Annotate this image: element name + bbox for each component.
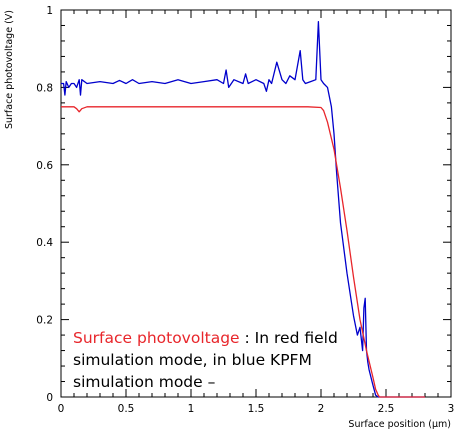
- annotation-text: Surface photovoltage : In red field simu…: [73, 327, 363, 393]
- annotation-lead: Surface photovoltage: [73, 329, 240, 347]
- series-line-1: [61, 20, 425, 398]
- y-axis-label: Surface photovoltage (V): [4, 10, 15, 129]
- axis-ticks: 0 0.5 1 1.5 2 2.5 3 0 0.2 0.4 0.6 0.8 1: [36, 5, 454, 415]
- series-line-2: [61, 106, 425, 398]
- x-tick-label: 3: [448, 403, 455, 415]
- x-tick-label: 1: [188, 403, 195, 415]
- x-tick-label: 2: [318, 403, 325, 415]
- y-tick-label: 0.4: [36, 237, 53, 249]
- y-tick-label: 0.6: [36, 160, 53, 172]
- x-tick-label: 2.5: [378, 403, 395, 415]
- x-tick-label: 1.5: [248, 403, 265, 415]
- annotation-rest: : In red field simulation mode, in blue …: [73, 329, 338, 391]
- x-tick-label: 0.5: [118, 403, 135, 415]
- y-tick-label: 0.8: [36, 82, 53, 94]
- x-axis-label: Surface position (μm): [348, 419, 451, 430]
- y-tick-label: 0: [46, 392, 53, 404]
- y-tick-label: 1: [46, 5, 53, 17]
- x-tick-label: 0: [58, 403, 65, 415]
- y-tick-label: 0.2: [36, 315, 53, 327]
- data-lines: [61, 20, 425, 398]
